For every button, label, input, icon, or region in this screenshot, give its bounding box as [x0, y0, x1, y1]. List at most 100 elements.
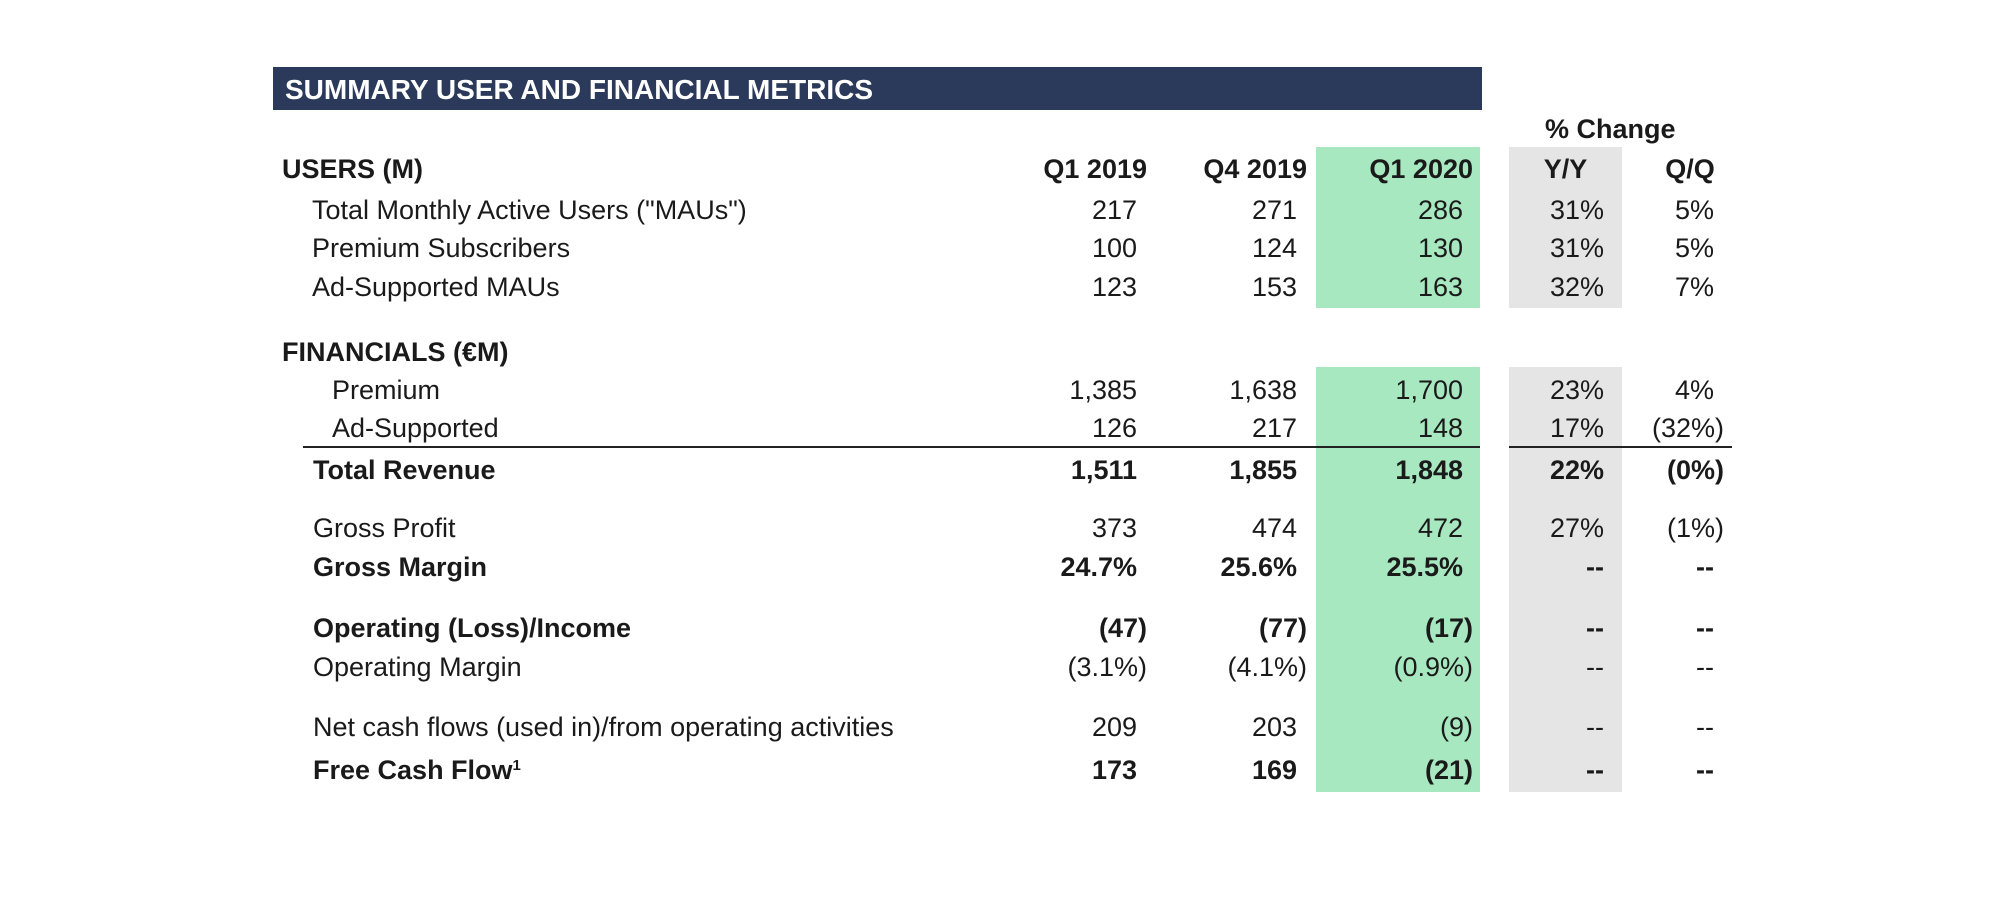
row-label: Total Monthly Active Users ("MAUs") [312, 194, 747, 226]
value-q1-2019: (3.1%) [1067, 652, 1147, 682]
value-q1-2019: 373 [1091, 513, 1137, 543]
value-q1-2019: 173 [1091, 755, 1137, 785]
value-yoy-change: 17% [1549, 413, 1604, 443]
value-q1-2019: 209 [1091, 712, 1137, 742]
value-q1-2020: 1,700 [1395, 375, 1463, 405]
value-qoq-change: -- [1696, 755, 1714, 785]
row-label-text: Total Monthly Active Users ("MAUs") [312, 195, 747, 225]
value-yoy-change: -- [1586, 552, 1604, 582]
value-q4-2019: 1,855 [1229, 455, 1297, 485]
value-yoy-change: 31% [1549, 195, 1604, 225]
row-label-text: Ad-Supported MAUs [312, 272, 560, 302]
users-section-heading: USERS (M) [282, 154, 423, 184]
value-q4-2019: 474 [1251, 513, 1297, 543]
value-qoq-change: -- [1696, 712, 1714, 742]
column-header-yoy: Y/Y [1543, 154, 1588, 184]
current-quarter-highlight-financials [1316, 367, 1480, 792]
total-revenue-rule-left [303, 446, 1480, 448]
row-label-text: Operating (Loss)/Income [313, 613, 632, 643]
row-label-text: Premium Subscribers [312, 233, 571, 263]
value-yoy-change: -- [1586, 652, 1604, 682]
value-q4-2019: 124 [1251, 233, 1297, 263]
value-q1-2019: 1,511 [1070, 455, 1137, 485]
value-q1-2020: 1,848 [1395, 455, 1463, 485]
value-yoy-change: 23% [1549, 375, 1604, 405]
value-qoq-change: -- [1696, 552, 1714, 582]
row-label: Operating (Loss)/Income [313, 612, 631, 644]
row-label: Gross Margin [313, 551, 487, 583]
value-yoy-change: 22% [1549, 455, 1604, 485]
financials-section-heading: FINANCIALS (€M) [282, 337, 509, 367]
row-label-text: Free Cash Flow [313, 755, 513, 785]
value-q4-2019: (77) [1258, 613, 1307, 643]
value-yoy-change: 27% [1549, 513, 1604, 543]
value-q1-2020: 472 [1417, 513, 1463, 543]
value-q4-2019: 153 [1251, 272, 1297, 302]
value-q1-2020: (0.9%) [1393, 652, 1473, 682]
row-label: Premium Subscribers [312, 232, 570, 264]
value-q1-2019: 100 [1091, 233, 1137, 263]
row-label-text: Total Revenue [313, 455, 496, 485]
value-q1-2019: 217 [1091, 195, 1137, 225]
row-label-text: Operating Margin [313, 652, 522, 682]
value-q1-2020: (9) [1440, 712, 1473, 742]
value-qoq-change: 5% [1674, 195, 1714, 225]
value-q4-2019: 25.6% [1220, 552, 1297, 582]
row-label: Gross Profit [313, 512, 456, 544]
value-yoy-change: -- [1586, 712, 1604, 742]
value-q4-2019: (4.1%) [1227, 652, 1307, 682]
row-label: Ad-Supported MAUs [312, 271, 560, 303]
value-q4-2019: 169 [1251, 755, 1297, 785]
yoy-highlight-users [1509, 147, 1622, 308]
footnote-marker: 1 [512, 757, 521, 774]
row-label: Free Cash Flow1 [313, 754, 521, 786]
value-qoq-change: (32%) [1651, 413, 1724, 443]
value-qoq-change: 4% [1674, 375, 1714, 405]
value-qoq-change: (1%) [1666, 513, 1724, 543]
row-label: Premium [332, 374, 440, 406]
value-q1-2020: (21) [1424, 755, 1473, 785]
table-title: SUMMARY USER AND FINANCIAL METRICS [285, 74, 874, 105]
row-label-text: Net cash flows (used in)/from operating … [313, 712, 894, 742]
value-q1-2019: 1,385 [1069, 375, 1137, 405]
value-q1-2019: 24.7% [1060, 552, 1137, 582]
column-header-q1-2020: Q1 2020 [1369, 154, 1473, 184]
value-qoq-change: (0%) [1666, 455, 1724, 485]
value-yoy-change: 31% [1549, 233, 1604, 263]
column-header-qoq: Q/Q [1665, 154, 1715, 184]
row-label: Net cash flows (used in)/from operating … [313, 711, 894, 743]
row-label-text: Gross Margin [313, 552, 488, 582]
value-q1-2020: 163 [1417, 272, 1463, 302]
row-label-text: Gross Profit [313, 513, 456, 543]
row-label: Total Revenue [313, 454, 496, 486]
value-q1-2020: 130 [1417, 233, 1463, 263]
row-label: Operating Margin [313, 651, 522, 683]
yoy-highlight-financials [1509, 367, 1622, 792]
value-q4-2019: 203 [1251, 712, 1297, 742]
value-q4-2019: 1,638 [1229, 375, 1297, 405]
title-bar [273, 67, 1482, 110]
pct-change-header: % Change [1545, 114, 1676, 144]
value-q1-2019: (47) [1098, 613, 1147, 643]
value-q1-2019: 126 [1091, 413, 1137, 443]
value-q1-2020: 286 [1417, 195, 1463, 225]
value-qoq-change: -- [1696, 652, 1714, 682]
value-q4-2019: 217 [1251, 413, 1297, 443]
value-q1-2020: (17) [1424, 613, 1473, 643]
value-q1-2019: 123 [1091, 272, 1137, 302]
total-revenue-rule-right [1509, 446, 1732, 448]
current-quarter-highlight-users [1316, 147, 1480, 308]
value-q1-2020: 25.5% [1386, 552, 1463, 582]
value-yoy-change: 32% [1549, 272, 1604, 302]
row-label: Ad-Supported [332, 412, 499, 444]
column-header-q4-2019: Q4 2019 [1203, 154, 1307, 184]
value-qoq-change: 7% [1674, 272, 1714, 302]
value-qoq-change: 5% [1674, 233, 1714, 263]
value-q4-2019: 271 [1251, 195, 1297, 225]
value-yoy-change: -- [1586, 755, 1604, 785]
row-label-text: Premium [332, 375, 441, 405]
value-qoq-change: -- [1696, 613, 1714, 643]
value-q1-2020: 148 [1417, 413, 1463, 443]
row-label-text: Ad-Supported [332, 413, 499, 443]
column-header-q1-2019: Q1 2019 [1043, 154, 1147, 184]
